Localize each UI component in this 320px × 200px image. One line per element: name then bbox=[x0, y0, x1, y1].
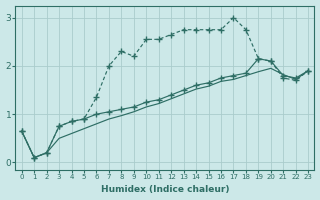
X-axis label: Humidex (Indice chaleur): Humidex (Indice chaleur) bbox=[101, 185, 229, 194]
